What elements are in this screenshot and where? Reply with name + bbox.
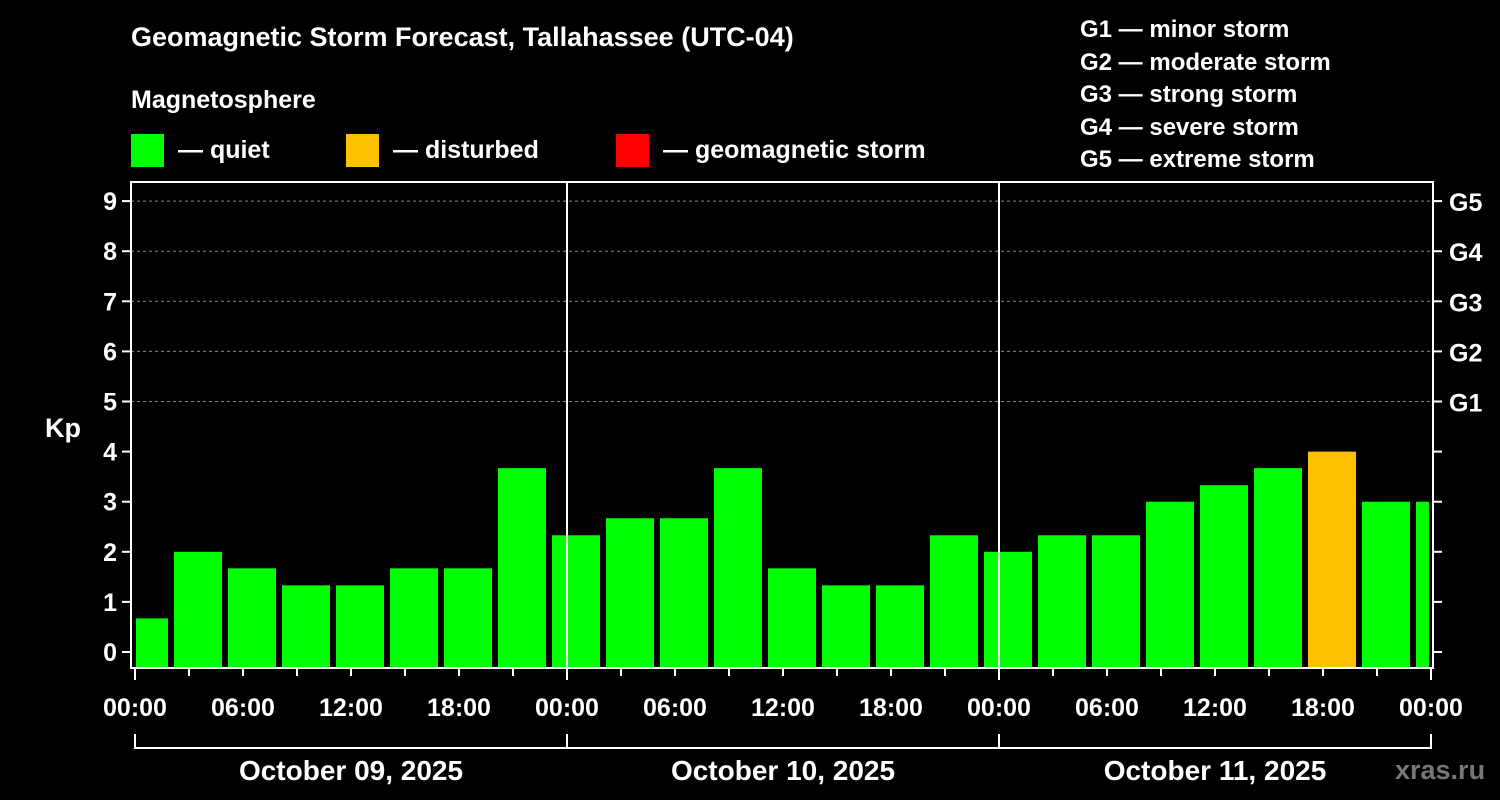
legend-quiet-label: — quiet <box>178 136 270 164</box>
kp-bar <box>606 518 654 668</box>
kp-bar <box>1416 501 1429 668</box>
g-scale-item: G4 — severe storm <box>1080 113 1299 141</box>
kp-bar <box>1254 468 1302 668</box>
x-tick-label: 06:00 <box>643 694 707 722</box>
quiet-swatch <box>131 134 164 167</box>
g-scale-item: G3 — strong storm <box>1080 81 1298 108</box>
g-scale-item: G5 — extreme storm <box>1080 146 1315 173</box>
kp-bar <box>714 468 762 668</box>
y-tick-label: 9 <box>103 188 117 216</box>
g-level-label: G1 <box>1449 390 1482 418</box>
kp-bar <box>1200 485 1248 668</box>
kp-bar <box>1146 501 1194 668</box>
y-axis-label: Kp <box>45 413 81 443</box>
y-tick-label: 8 <box>103 238 117 266</box>
y-tick-label: 5 <box>103 389 117 417</box>
legend-storm-label: — geomagnetic storm <box>663 136 926 164</box>
kp-bar <box>1362 501 1410 668</box>
g-scale-item: G2 — moderate storm <box>1080 48 1331 76</box>
x-tick-label: 06:00 <box>211 694 275 722</box>
g-level-label: G2 <box>1449 339 1482 367</box>
y-tick-label: 6 <box>103 338 117 366</box>
g-level-label: G4 <box>1449 239 1482 267</box>
day-label: October 11, 2025 <box>1104 755 1327 786</box>
watermark: xras.ru <box>1395 755 1486 785</box>
kp-bar <box>876 585 924 668</box>
y-tick-label: 7 <box>103 288 117 316</box>
chart-title: Geomagnetic Storm Forecast, Tallahassee … <box>131 22 794 52</box>
legend-heading: Magnetosphere <box>131 86 316 114</box>
day-label: October 10, 2025 <box>671 755 895 786</box>
kp-bar <box>228 568 276 668</box>
x-tick-label: 18:00 <box>427 694 491 722</box>
kp-bar <box>390 568 438 668</box>
kp-bar <box>136 618 168 668</box>
day-label: October 09, 2025 <box>239 755 463 786</box>
x-tick-label: 12:00 <box>751 694 815 722</box>
x-tick-label: 18:00 <box>859 694 923 722</box>
x-tick-label: 06:00 <box>1075 694 1139 722</box>
kp-bar <box>552 535 600 668</box>
kp-bar <box>336 585 384 668</box>
y-tick-label: 4 <box>103 439 117 467</box>
kp-bar <box>660 518 708 668</box>
g-scale-item: G1 — minor storm <box>1080 16 1290 43</box>
y-tick-label: 2 <box>103 539 117 567</box>
x-tick-label: 00:00 <box>535 694 599 722</box>
g-scale-legend: G1 — minor storm G2 — moderate storm G3 … <box>1080 14 1331 177</box>
kp-bar <box>174 551 222 668</box>
kp-bar <box>1308 451 1356 668</box>
kp-bar <box>984 551 1032 668</box>
kp-bar <box>498 468 546 668</box>
x-tick-label: 00:00 <box>1399 694 1463 722</box>
kp-bar <box>930 535 978 668</box>
kp-bar <box>282 585 330 668</box>
y-tick-label: 3 <box>103 489 117 517</box>
x-tick-label: 12:00 <box>319 694 383 722</box>
g-level-label: G5 <box>1449 189 1482 217</box>
x-tick-label: 00:00 <box>103 694 167 722</box>
legend-storm: — geomagnetic storm <box>616 134 926 167</box>
kp-bar <box>1038 535 1086 668</box>
kp-bar <box>822 585 870 668</box>
g-level-label: G3 <box>1449 289 1482 317</box>
legend-quiet: — quiet <box>131 134 270 167</box>
legend-disturbed-label: — disturbed <box>393 136 539 164</box>
x-tick-label: 00:00 <box>967 694 1031 722</box>
x-tick-label: 12:00 <box>1183 694 1247 722</box>
disturbed-swatch <box>346 134 379 167</box>
kp-bar <box>768 568 816 668</box>
y-tick-label: 1 <box>103 589 117 617</box>
storm-swatch <box>616 134 649 167</box>
legend-disturbed: — disturbed <box>346 134 539 167</box>
x-tick-label: 18:00 <box>1291 694 1355 722</box>
y-tick-label: 0 <box>103 639 117 667</box>
kp-bar <box>1092 535 1140 668</box>
kp-bar <box>444 568 492 668</box>
